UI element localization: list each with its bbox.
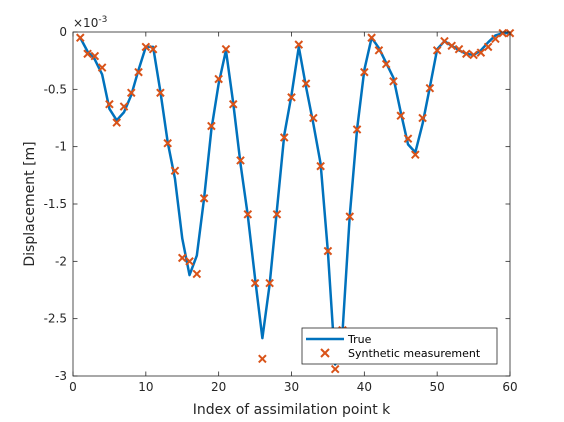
measurement-point xyxy=(207,121,216,131)
series-layer xyxy=(75,28,515,374)
measurement-point xyxy=(272,210,282,219)
x-tick-label: 20 xyxy=(211,380,226,394)
y-tick-label: -1 xyxy=(55,140,67,154)
measurement-point xyxy=(112,118,122,127)
measurement-point xyxy=(221,44,231,54)
measurement-point xyxy=(367,33,376,43)
axes-layer: 0 10 20 30 40 50 60 0 -0.5 -1 -1.5 -2 -2.5 -3 xyxy=(44,25,518,394)
measurement-point xyxy=(192,269,202,279)
exponent-power: -3 xyxy=(98,15,107,25)
measurement-point xyxy=(461,49,471,59)
measurement-point xyxy=(469,50,478,60)
measurement-point xyxy=(345,212,355,221)
measurement-point xyxy=(381,59,391,69)
legend-box xyxy=(301,327,498,365)
measurement-point xyxy=(279,133,289,142)
measurement-point xyxy=(403,134,413,143)
measurement-point xyxy=(432,46,442,55)
measurement-point xyxy=(301,79,311,88)
x-tick-label: 60 xyxy=(502,380,517,394)
measurement-point xyxy=(170,166,180,176)
measurement-point xyxy=(265,278,274,288)
measurement-point xyxy=(250,278,260,288)
legend-measurement-swatch xyxy=(320,348,330,358)
measurement-point xyxy=(163,138,172,148)
measurement-point xyxy=(105,99,114,109)
measurement-point xyxy=(90,51,100,61)
measurement-point xyxy=(491,34,500,44)
measurement-point xyxy=(119,102,129,111)
measurement-point xyxy=(258,354,267,364)
measurement-point xyxy=(360,67,369,77)
measurement-point xyxy=(156,88,165,98)
measurement-point xyxy=(498,28,508,38)
measurement-point xyxy=(316,161,325,171)
measurement-point xyxy=(185,257,194,266)
y-tick-label: -2.5 xyxy=(44,312,67,326)
legend: True Synthetic measurement xyxy=(301,327,498,365)
measurement-point xyxy=(126,88,136,98)
measurement-point xyxy=(389,76,398,86)
measurement-point xyxy=(148,44,158,54)
measurement-point xyxy=(411,150,420,160)
y-tick-label: -3 xyxy=(55,369,67,383)
x-tick-label: 10 xyxy=(138,380,153,394)
y-tick-label: -2 xyxy=(55,254,67,268)
x-axis-label: Index of assimilation point k xyxy=(193,402,391,418)
x-tick-label: 40 xyxy=(357,380,372,394)
x-tick-label: 30 xyxy=(284,380,299,394)
measurement-point xyxy=(454,44,464,54)
measurement-point xyxy=(75,33,85,43)
y-axis-label: Displacement [m] xyxy=(22,141,38,266)
measurement-point xyxy=(323,246,333,256)
measurement-point xyxy=(177,253,187,263)
measurement-point xyxy=(396,111,406,121)
measurement-point xyxy=(97,63,107,72)
measurement-point xyxy=(141,42,151,52)
measurement-point xyxy=(214,74,223,84)
legend-true-label: True xyxy=(347,333,372,346)
exponent-label: ×10-3 xyxy=(73,15,107,30)
measurement-point xyxy=(83,49,92,59)
measurement-point xyxy=(228,99,238,109)
measurement-point xyxy=(483,42,493,52)
measurement-point xyxy=(447,41,457,51)
measurement-point xyxy=(287,93,296,102)
y-tick-label: 0 xyxy=(59,25,67,39)
x-tick-label: 0 xyxy=(69,380,77,394)
measurement-point xyxy=(374,46,384,55)
measurement-point xyxy=(236,156,245,165)
measurement-point xyxy=(476,48,486,57)
measurement-point xyxy=(134,67,143,77)
measurement-point xyxy=(199,193,209,203)
measurement-point xyxy=(243,210,253,219)
x-tick-label: 50 xyxy=(430,380,445,394)
measurement-point xyxy=(418,113,427,123)
measurement-point xyxy=(330,364,340,374)
measurement-point xyxy=(440,36,449,46)
plot-area xyxy=(73,32,510,376)
measurement-point xyxy=(425,83,435,93)
measurement-point xyxy=(294,40,304,49)
measurement-point xyxy=(352,125,362,134)
measurement-point xyxy=(309,113,318,123)
legend-measurement-label: Synthetic measurement xyxy=(348,347,481,360)
y-tick-label: -1.5 xyxy=(44,197,67,211)
y-tick-label: -0.5 xyxy=(44,82,67,96)
